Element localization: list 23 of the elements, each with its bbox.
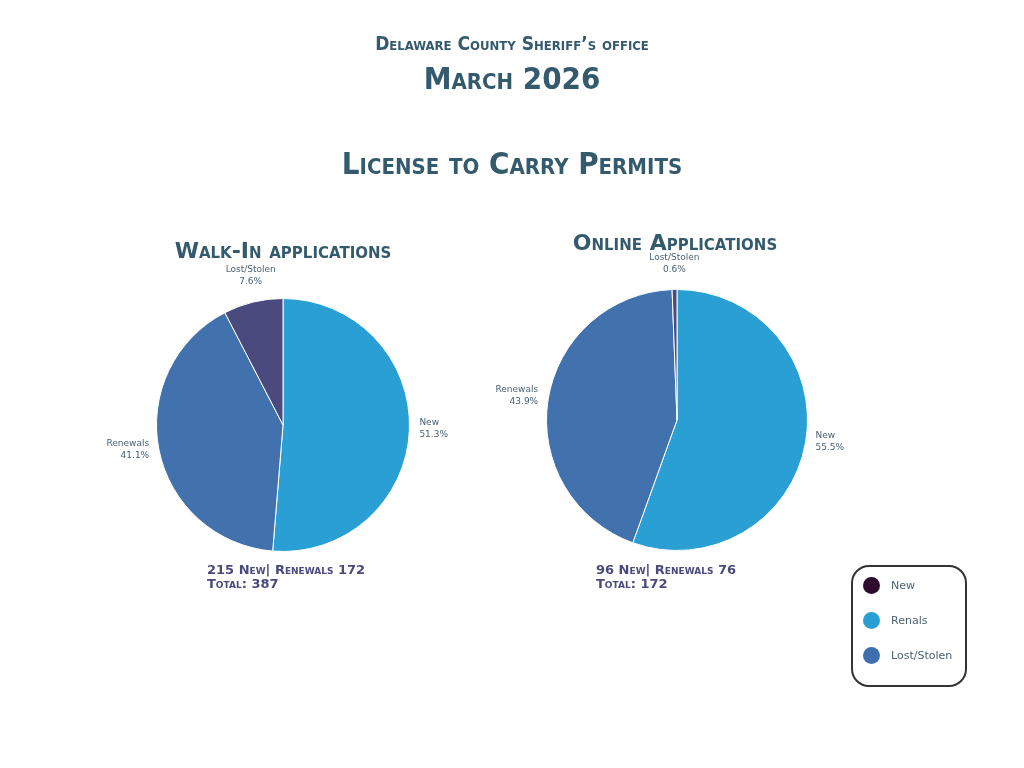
slice-label: Renewals — [495, 384, 539, 395]
data-label: 7.6% — [239, 276, 263, 287]
text: New — [891, 579, 915, 592]
slice-label: Lost/Stolen — [649, 251, 700, 262]
text: 96 New| Renewals 76 — [596, 562, 737, 577]
text: Lost/Stolen — [891, 649, 953, 662]
data-label: 41.1% — [120, 449, 150, 460]
text: License to Carry Permits — [340, 145, 684, 181]
data-label: 55.5% — [815, 442, 845, 453]
slice-label: New — [815, 430, 836, 441]
text: Total: 172 — [596, 576, 668, 591]
data-label: 0.6% — [662, 263, 687, 274]
text: 215 New| Renewals 172 — [207, 562, 366, 577]
slice-label: New — [419, 416, 440, 427]
data-label: 43.9% — [509, 396, 539, 407]
text: Total: 387 — [207, 576, 279, 591]
text: Delaware County Sheriff’s office — [374, 32, 650, 54]
text: Renals — [891, 614, 928, 627]
data-label: 51.3% — [419, 428, 449, 439]
text: March 2026 — [422, 60, 602, 96]
chart-title: Walk-In applications — [173, 238, 393, 263]
slice-label: Renewals — [106, 437, 150, 448]
slice-label: Lost/Stolen — [225, 264, 276, 275]
